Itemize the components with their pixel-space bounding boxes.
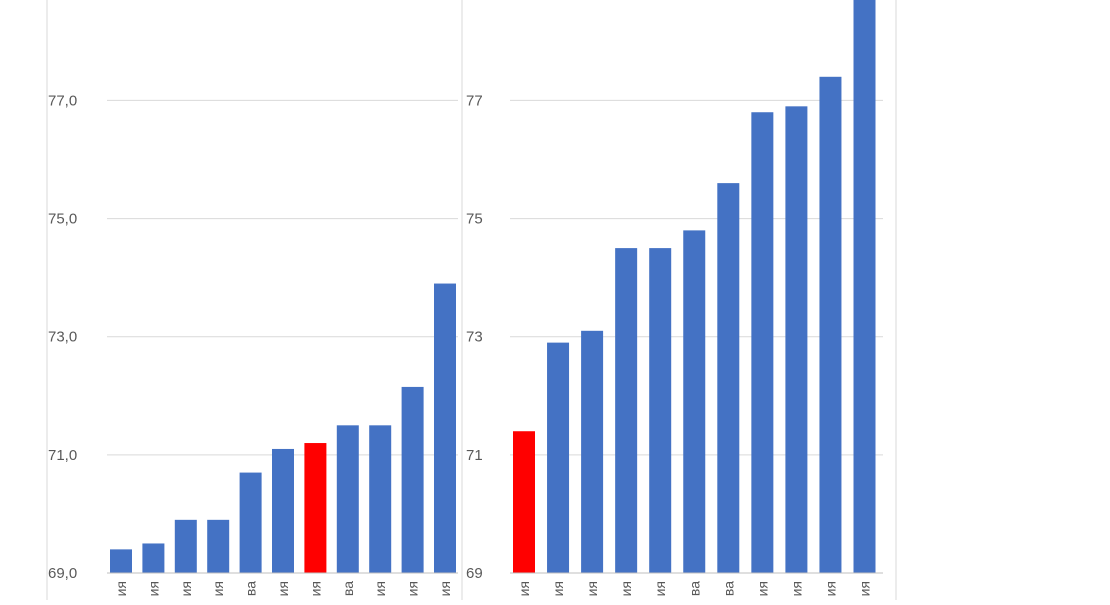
y-tick-label: 71 bbox=[466, 447, 483, 464]
x-category-label: ва bbox=[686, 581, 702, 596]
x-category-label: ия bbox=[113, 581, 129, 596]
y-tick-label: 73,0 bbox=[48, 329, 77, 346]
x-category-label: ия bbox=[210, 581, 226, 596]
x-category-label: ва bbox=[340, 581, 356, 596]
y-tick-label: 69 bbox=[466, 565, 483, 582]
x-category-label: ия bbox=[584, 581, 600, 596]
x-category-label: ия bbox=[178, 581, 194, 596]
x-category-label: ия bbox=[307, 581, 323, 596]
x-category-label: ия bbox=[437, 581, 453, 596]
bar bbox=[207, 519, 230, 573]
y-tick-label: 73 bbox=[466, 329, 483, 346]
bar bbox=[239, 472, 262, 573]
bar bbox=[174, 519, 197, 573]
bar bbox=[819, 76, 842, 573]
right-bar-chart: 69 71 73 75 77 ия ия ия ия ия ва ва ия ия ия ия bbox=[461, 0, 897, 600]
y-tick-label: 71,0 bbox=[48, 447, 77, 464]
bar bbox=[683, 230, 706, 573]
bar bbox=[717, 183, 740, 573]
x-category-label: ия bbox=[754, 581, 770, 596]
y-tick-label: 75 bbox=[466, 211, 483, 228]
bar bbox=[785, 106, 808, 573]
x-category-label: ия bbox=[516, 581, 532, 596]
left-bar-chart: 69,0 71,0 73,0 75,0 77,0 ия ия ия ия ва ия ия ва ия ия… bbox=[46, 0, 463, 600]
bar bbox=[110, 549, 132, 573]
bar bbox=[547, 342, 570, 573]
x-category-label: ия bbox=[652, 581, 668, 596]
y-tick-label: 75,0 bbox=[48, 211, 77, 228]
x-category-label: ия bbox=[788, 581, 804, 596]
bar bbox=[142, 543, 165, 573]
y-tick-label: 69,0 bbox=[48, 565, 77, 582]
x-category-label: ия bbox=[405, 581, 421, 596]
bar bbox=[615, 248, 638, 573]
x-category-label: ва bbox=[720, 581, 736, 596]
y-tick-label: 77 bbox=[466, 92, 483, 109]
bar bbox=[336, 425, 359, 573]
x-category-label: ия bbox=[618, 581, 634, 596]
highlighted-bar bbox=[513, 431, 535, 573]
x-category-label: ия bbox=[145, 581, 161, 596]
x-category-label: ия bbox=[372, 581, 388, 596]
y-tick-label: 77,0 bbox=[48, 92, 77, 109]
bar bbox=[581, 330, 604, 573]
bar bbox=[401, 386, 424, 573]
x-category-label: ва bbox=[243, 581, 259, 596]
bar bbox=[369, 425, 392, 573]
highlighted-bar bbox=[304, 443, 327, 573]
bar bbox=[272, 448, 294, 573]
bar bbox=[853, 0, 876, 573]
x-category-label: ия bbox=[550, 581, 566, 596]
x-category-label: ия bbox=[275, 581, 291, 596]
x-category-label: ия bbox=[857, 581, 873, 596]
bar bbox=[751, 112, 774, 573]
bar bbox=[649, 248, 672, 573]
bar bbox=[434, 283, 456, 573]
x-category-label: ия bbox=[822, 581, 838, 596]
